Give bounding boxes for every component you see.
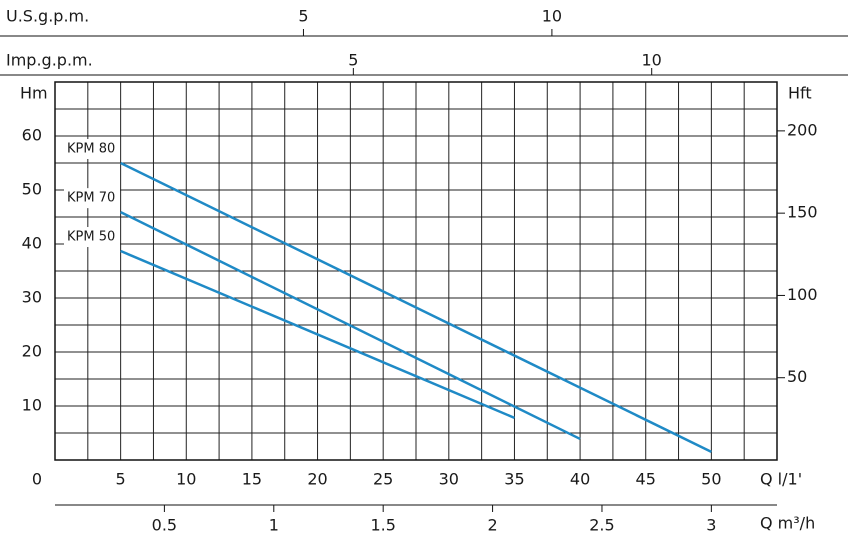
x2-axis-label: Q m³/h xyxy=(760,514,815,533)
curve-label-bg xyxy=(64,227,120,248)
curve-label-bg xyxy=(64,139,120,159)
x4-tick-label: 10 xyxy=(642,51,662,70)
x3-axis-label: U.S.g.p.m. xyxy=(6,7,89,26)
x2-tick-label: 2.5 xyxy=(589,516,614,535)
x-axis-label: Q l/1' xyxy=(760,470,802,489)
y2-tick-label: 200 xyxy=(787,120,818,139)
x-tick-label: 45 xyxy=(636,470,656,489)
x4-axis-label: Imp.g.p.m. xyxy=(6,51,93,70)
y-tick-label: 10 xyxy=(22,396,42,415)
y2-tick-label: 50 xyxy=(787,367,807,386)
curve-label: KPM 80 xyxy=(67,142,115,157)
y-tick-label: 50 xyxy=(22,180,42,199)
plot-frame xyxy=(54,81,778,461)
x-tick-label: 20 xyxy=(307,470,327,489)
x-tick-label: 15 xyxy=(242,470,262,489)
x-tick-label: 35 xyxy=(504,470,524,489)
x3-tick-label: 5 xyxy=(298,7,308,26)
x2-tick-label: 1.5 xyxy=(370,516,395,535)
y-tick-label: 30 xyxy=(22,288,42,307)
y-tick-label: 40 xyxy=(22,234,42,253)
x-tick-label: 30 xyxy=(439,470,459,489)
x-tick-label: 10 xyxy=(176,470,196,489)
x-tick-label: 0 xyxy=(32,470,42,489)
x4-tick-label: 5 xyxy=(348,51,358,70)
x2-tick-label: 2 xyxy=(487,516,497,535)
pump-curve xyxy=(120,211,581,441)
y2-tick-label: 150 xyxy=(787,203,818,222)
x-tick-label: 50 xyxy=(701,470,721,489)
y-axis-label: Hm xyxy=(20,84,48,103)
x2-tick-label: 3 xyxy=(706,516,716,535)
curve-label: KPM 50 xyxy=(67,230,115,245)
curve-label-bg xyxy=(64,188,120,209)
pump-curve xyxy=(120,249,515,420)
y-tick-label: 20 xyxy=(22,342,42,361)
x3-tick-label: 10 xyxy=(542,7,562,26)
y-tick-label: 60 xyxy=(22,126,42,145)
x-tick-label: 25 xyxy=(373,470,393,489)
pump-curve xyxy=(120,161,712,454)
x-tick-label: 5 xyxy=(116,470,126,489)
x-tick-label: 40 xyxy=(570,470,590,489)
x2-tick-label: 1 xyxy=(269,516,279,535)
curve-label: KPM 70 xyxy=(67,191,115,206)
y2-axis-label: Hft xyxy=(788,84,812,103)
x2-tick-label: 0.5 xyxy=(152,516,177,535)
y2-tick-label: 100 xyxy=(787,285,818,304)
